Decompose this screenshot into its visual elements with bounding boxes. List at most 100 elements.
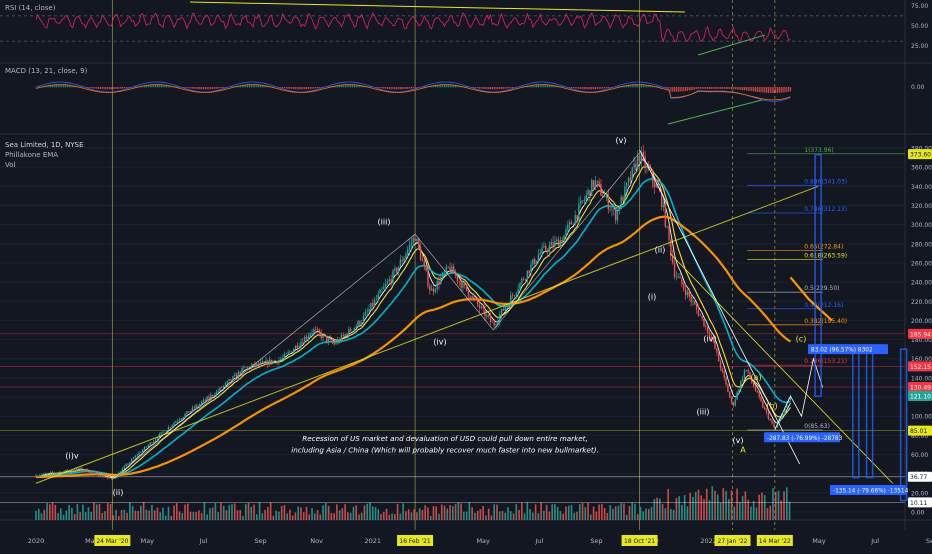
macd-histogram-bar: [691, 87, 692, 90]
candle-body: [427, 271, 428, 286]
volume-bar: [687, 506, 689, 520]
volume-bar: [446, 508, 448, 520]
macd-histogram-bar: [786, 87, 787, 92]
time-tick: Sep: [590, 537, 602, 545]
macd-histogram-bar: [709, 87, 710, 89]
volume-bar: [623, 503, 625, 520]
volume-bar: [482, 506, 484, 520]
rsi-line: [36, 13, 791, 42]
candle-body: [473, 296, 474, 298]
date-marker-text: 24 Mar '20: [96, 538, 128, 545]
volume-bar: [35, 511, 37, 520]
vol-indicator-label[interactable]: Vol: [5, 161, 15, 169]
candle-body: [192, 408, 193, 411]
candle-body: [701, 316, 702, 319]
macd-histogram-bar: [107, 87, 108, 89]
ema-lines: [36, 159, 832, 478]
macd-histogram-bar: [251, 85, 252, 87]
candle-body: [499, 315, 500, 322]
candle-body: [521, 279, 522, 283]
fib-label: 0.65(272.84): [804, 244, 843, 251]
macd-histogram-bar: [345, 85, 346, 87]
symbol-label[interactable]: Sea Limited, 1D, NYSE: [5, 141, 84, 149]
candle-body: [453, 267, 454, 274]
wave-label: (ii): [113, 488, 124, 497]
candle-body: [563, 235, 564, 242]
macd-histogram-bar: [65, 85, 66, 87]
macd-histogram-bar: [385, 87, 386, 89]
macd-histogram-bar: [56, 85, 57, 87]
volume-bar: [380, 514, 382, 520]
candle-body: [586, 195, 587, 200]
candle-body: [278, 360, 279, 363]
candle-body: [753, 383, 754, 387]
candle-body: [89, 472, 90, 473]
volume-bar: [449, 505, 451, 520]
volume-bar: [452, 506, 454, 520]
candle-body: [173, 423, 174, 425]
candle-body: [273, 361, 274, 364]
volume-bar: [626, 515, 628, 520]
candle-body: [689, 292, 690, 297]
candle-body: [243, 368, 244, 369]
candle-body: [418, 239, 419, 247]
macd-histogram-bar: [102, 87, 103, 89]
macd-histogram-bar: [481, 87, 482, 89]
macd-histogram-bar: [707, 87, 708, 89]
macd-histogram-bar: [446, 85, 447, 87]
volume-bar: [488, 509, 490, 520]
macd-histogram-bar: [694, 87, 695, 90]
volume-bar: [336, 504, 338, 520]
macd-histogram-bar: [293, 87, 294, 89]
candle-body: [591, 180, 592, 196]
candle-body: [431, 289, 432, 291]
volume-bar: [77, 504, 79, 520]
volume-bar: [521, 503, 523, 520]
candle-body: [50, 472, 51, 473]
macd-histogram-bar: [105, 87, 106, 89]
volume-bar: [107, 503, 109, 520]
volume-bar: [273, 516, 275, 520]
candle-body: [637, 156, 638, 169]
wave-label: (b): [766, 402, 777, 411]
macd-histogram-bar: [696, 87, 697, 89]
volume-bar: [670, 509, 672, 520]
candle-body: [744, 371, 745, 379]
volume-bar: [609, 505, 611, 520]
candle-body: [354, 328, 355, 331]
volume-bar: [372, 506, 374, 520]
volume-bar: [579, 504, 581, 520]
time-tick: 2020: [28, 537, 45, 545]
candle-body: [742, 378, 743, 380]
macd-histogram-bar: [790, 87, 791, 91]
volume-bar: [778, 491, 780, 520]
candle-body: [308, 336, 309, 338]
candle-body: [171, 425, 172, 427]
volume-bar: [538, 513, 540, 520]
macd-histogram-bar: [788, 87, 789, 92]
volume-bar: [469, 502, 471, 520]
volume-bar: [295, 513, 297, 520]
macd-label[interactable]: MACD (13, 21, close, 9): [5, 67, 87, 75]
candle-body: [424, 261, 425, 266]
price-axis: 380.00360.00340.00320.00300.00280.00260.…: [911, 3, 932, 517]
volume-bar: [366, 504, 368, 520]
fib-label: 0.44(212.16): [804, 302, 843, 309]
wave-label: (v): [616, 136, 627, 145]
candle-body: [394, 268, 395, 270]
volume-bar: [132, 506, 134, 520]
volume-bar: [565, 507, 567, 520]
macd-histogram-bar: [389, 87, 390, 89]
volume-bar: [339, 510, 341, 520]
rsi-label[interactable]: RSI (14, close): [5, 4, 55, 12]
wave-label: (iv): [703, 334, 716, 343]
volume-bar: [358, 514, 360, 520]
volume-bar: [88, 507, 90, 520]
candle-body: [217, 391, 218, 392]
macd-histogram-bar: [258, 85, 259, 87]
ema-indicator-label[interactable]: Phillakone EMA: [5, 151, 58, 159]
candle-body: [604, 197, 605, 198]
volume-bar: [551, 504, 553, 520]
